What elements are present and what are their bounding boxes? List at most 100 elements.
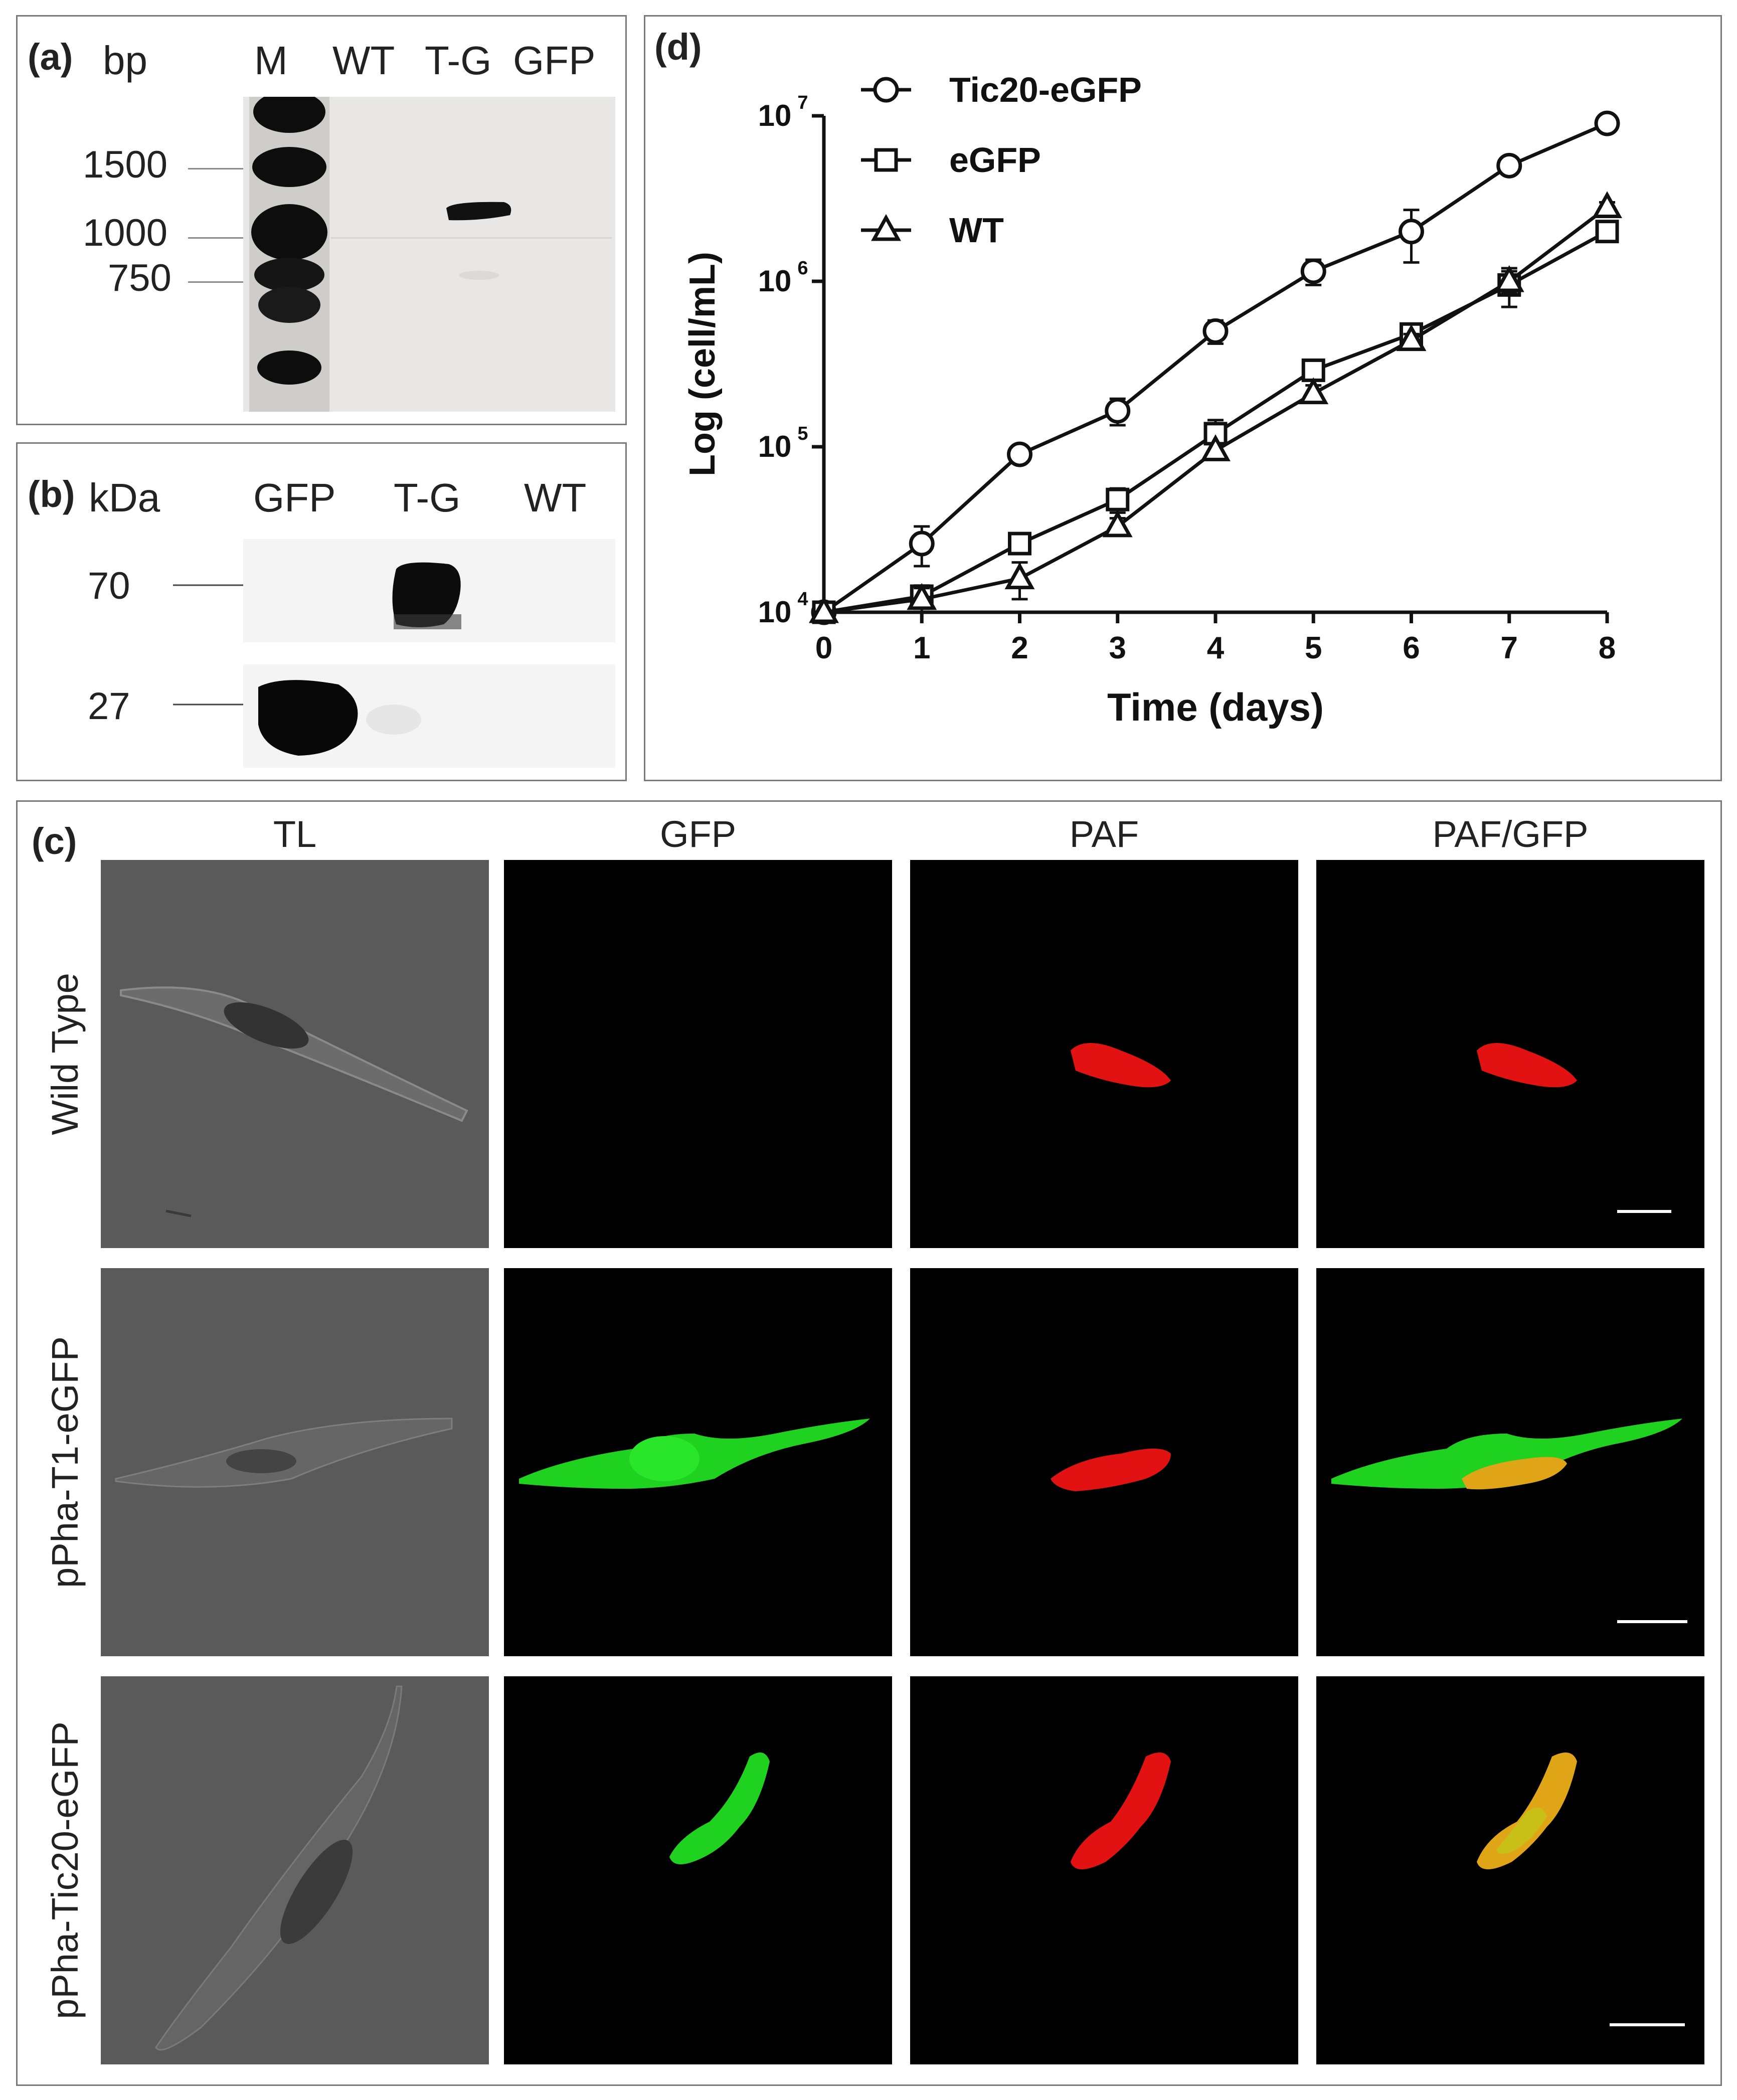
- marker-27kda: 27: [88, 685, 130, 728]
- panel-d-label: (d): [654, 26, 702, 68]
- marker-70kda: 70: [88, 565, 130, 607]
- row-header-wild-type: Wild Type: [44, 973, 86, 1135]
- cell-outline-tic20: [155, 1685, 403, 2051]
- column-header-paf: PAF: [1069, 813, 1139, 855]
- western-blot-70kda: [243, 539, 615, 642]
- micrograph-wt-merge: [1316, 860, 1704, 1248]
- x-tick-label: 6: [1403, 631, 1420, 665]
- scale-bar: [1617, 1210, 1671, 1213]
- y-tick-exponent: 5: [797, 423, 808, 444]
- row-header-pt1-egfp: pPha-T1-eGFP: [44, 1336, 86, 1588]
- y-tick-exponent: 6: [797, 258, 808, 279]
- micrograph-tic20-gfp: [504, 1676, 892, 2064]
- micrograph-tic20-paf: [910, 1676, 1298, 2064]
- data-point: [907, 583, 937, 610]
- data-point: [1298, 377, 1329, 405]
- y-tick-label: 10: [758, 430, 792, 463]
- y-tick-label: 10: [758, 99, 792, 132]
- gfp-signal-tic20: [669, 1753, 770, 1864]
- x-tick-label: 2: [1011, 631, 1028, 665]
- panel-a: (a) bp M WT T-G GFP 1500 1000 750: [16, 15, 627, 425]
- x-tick-label: 5: [1305, 631, 1322, 665]
- data-point: [1300, 258, 1326, 284]
- series-line: [822, 121, 1608, 614]
- column-header-paf-gfp: PAF/GFP: [1432, 813, 1589, 855]
- chloroplast-wt-paf: [1071, 1043, 1171, 1088]
- data-point: [1594, 110, 1620, 136]
- data-point: [1399, 219, 1424, 245]
- series-egfp: [812, 220, 1619, 624]
- chart-legend: Tic20-eGFP eGFP WT: [861, 70, 1142, 250]
- legend-label: Tic20-eGFP: [949, 70, 1142, 109]
- x-tick-label: 1: [913, 631, 930, 665]
- panel-a-unit: bp: [103, 38, 147, 83]
- micrograph-t1-gfp: [504, 1268, 892, 1656]
- x-tick-label: 7: [1501, 631, 1518, 665]
- lane-label-tg: T-G: [425, 38, 492, 83]
- y-tick-exponent: 7: [797, 92, 808, 113]
- lane-label-gfp: GFP: [253, 475, 336, 520]
- panel-b-unit: kDa: [89, 475, 160, 520]
- chloroplast-wt-merge: [1477, 1043, 1671, 1213]
- micrograph-tic20-tl: [101, 1676, 489, 2064]
- gel-bands: [249, 91, 612, 412]
- lane-label-gfp: GFP: [513, 38, 596, 83]
- blot-band-70kda: [392, 562, 461, 629]
- scale-bar: [1610, 2023, 1685, 2026]
- data-point: [909, 531, 935, 557]
- data-point: [1202, 318, 1229, 344]
- marker-750-tick: [188, 281, 243, 283]
- data-point: [1301, 358, 1325, 382]
- micrograph-wt-gfp: [504, 860, 892, 1248]
- data-point: [1106, 487, 1130, 511]
- agarose-gel-image: [243, 91, 615, 412]
- lane-label-m: M: [254, 38, 288, 83]
- legend-marker: [874, 148, 898, 172]
- micrograph-t1-merge: [1316, 1268, 1704, 1656]
- lane-label-wt: WT: [524, 475, 587, 520]
- series-tic20-egfp: [811, 110, 1620, 625]
- data-point: [1595, 220, 1619, 244]
- marker-1500-tick: [188, 168, 243, 169]
- series-wt: [809, 191, 1622, 623]
- chart-series: [809, 110, 1622, 625]
- series-line: [823, 206, 1609, 614]
- panel-c-label: (c): [32, 820, 77, 862]
- micrograph-t1-paf: [910, 1268, 1298, 1656]
- y-tick-exponent: 4: [797, 589, 808, 610]
- western-blot-27kda: [243, 664, 615, 768]
- micrograph-wt-paf: [910, 860, 1298, 1248]
- data-point: [1494, 265, 1524, 292]
- merge-signal-t1: [1331, 1419, 1687, 1623]
- x-tick-label: 4: [1207, 631, 1225, 665]
- data-point: [1105, 398, 1131, 424]
- chloroplast-tic20-paf: [1071, 1753, 1171, 1869]
- legend-marker: [871, 214, 901, 241]
- panel-b: (b) kDa GFP T-G WT 70 27: [16, 442, 627, 781]
- panel-b-label: (b): [28, 473, 75, 515]
- marker-arrows: [173, 582, 248, 708]
- data-point: [809, 596, 839, 623]
- marker-1000-tick: [188, 237, 243, 239]
- lane-label-wt: WT: [332, 38, 395, 83]
- blot-band-27kda: [258, 680, 421, 756]
- marker-1500: 1500: [83, 143, 168, 186]
- data-point: [1496, 152, 1522, 179]
- x-tick-label: 8: [1599, 631, 1616, 665]
- marker-1000: 1000: [83, 212, 168, 254]
- cell-outline-wt: [120, 986, 468, 1217]
- data-point: [1396, 324, 1427, 352]
- data-point: [1200, 434, 1231, 461]
- legend-marker: [873, 77, 899, 103]
- y-tick-label: 10: [758, 264, 792, 298]
- merge-signal-tic20: [1477, 1753, 1685, 2026]
- x-axis-label: Time (days): [1107, 685, 1324, 729]
- column-header-gfp: GFP: [659, 813, 737, 855]
- panel-a-label: (a): [28, 36, 73, 78]
- data-point: [1592, 191, 1622, 218]
- column-header-tl: TL: [273, 813, 317, 855]
- x-tick-label: 0: [815, 631, 832, 665]
- y-axis-label: Log (cell/mL): [682, 252, 723, 476]
